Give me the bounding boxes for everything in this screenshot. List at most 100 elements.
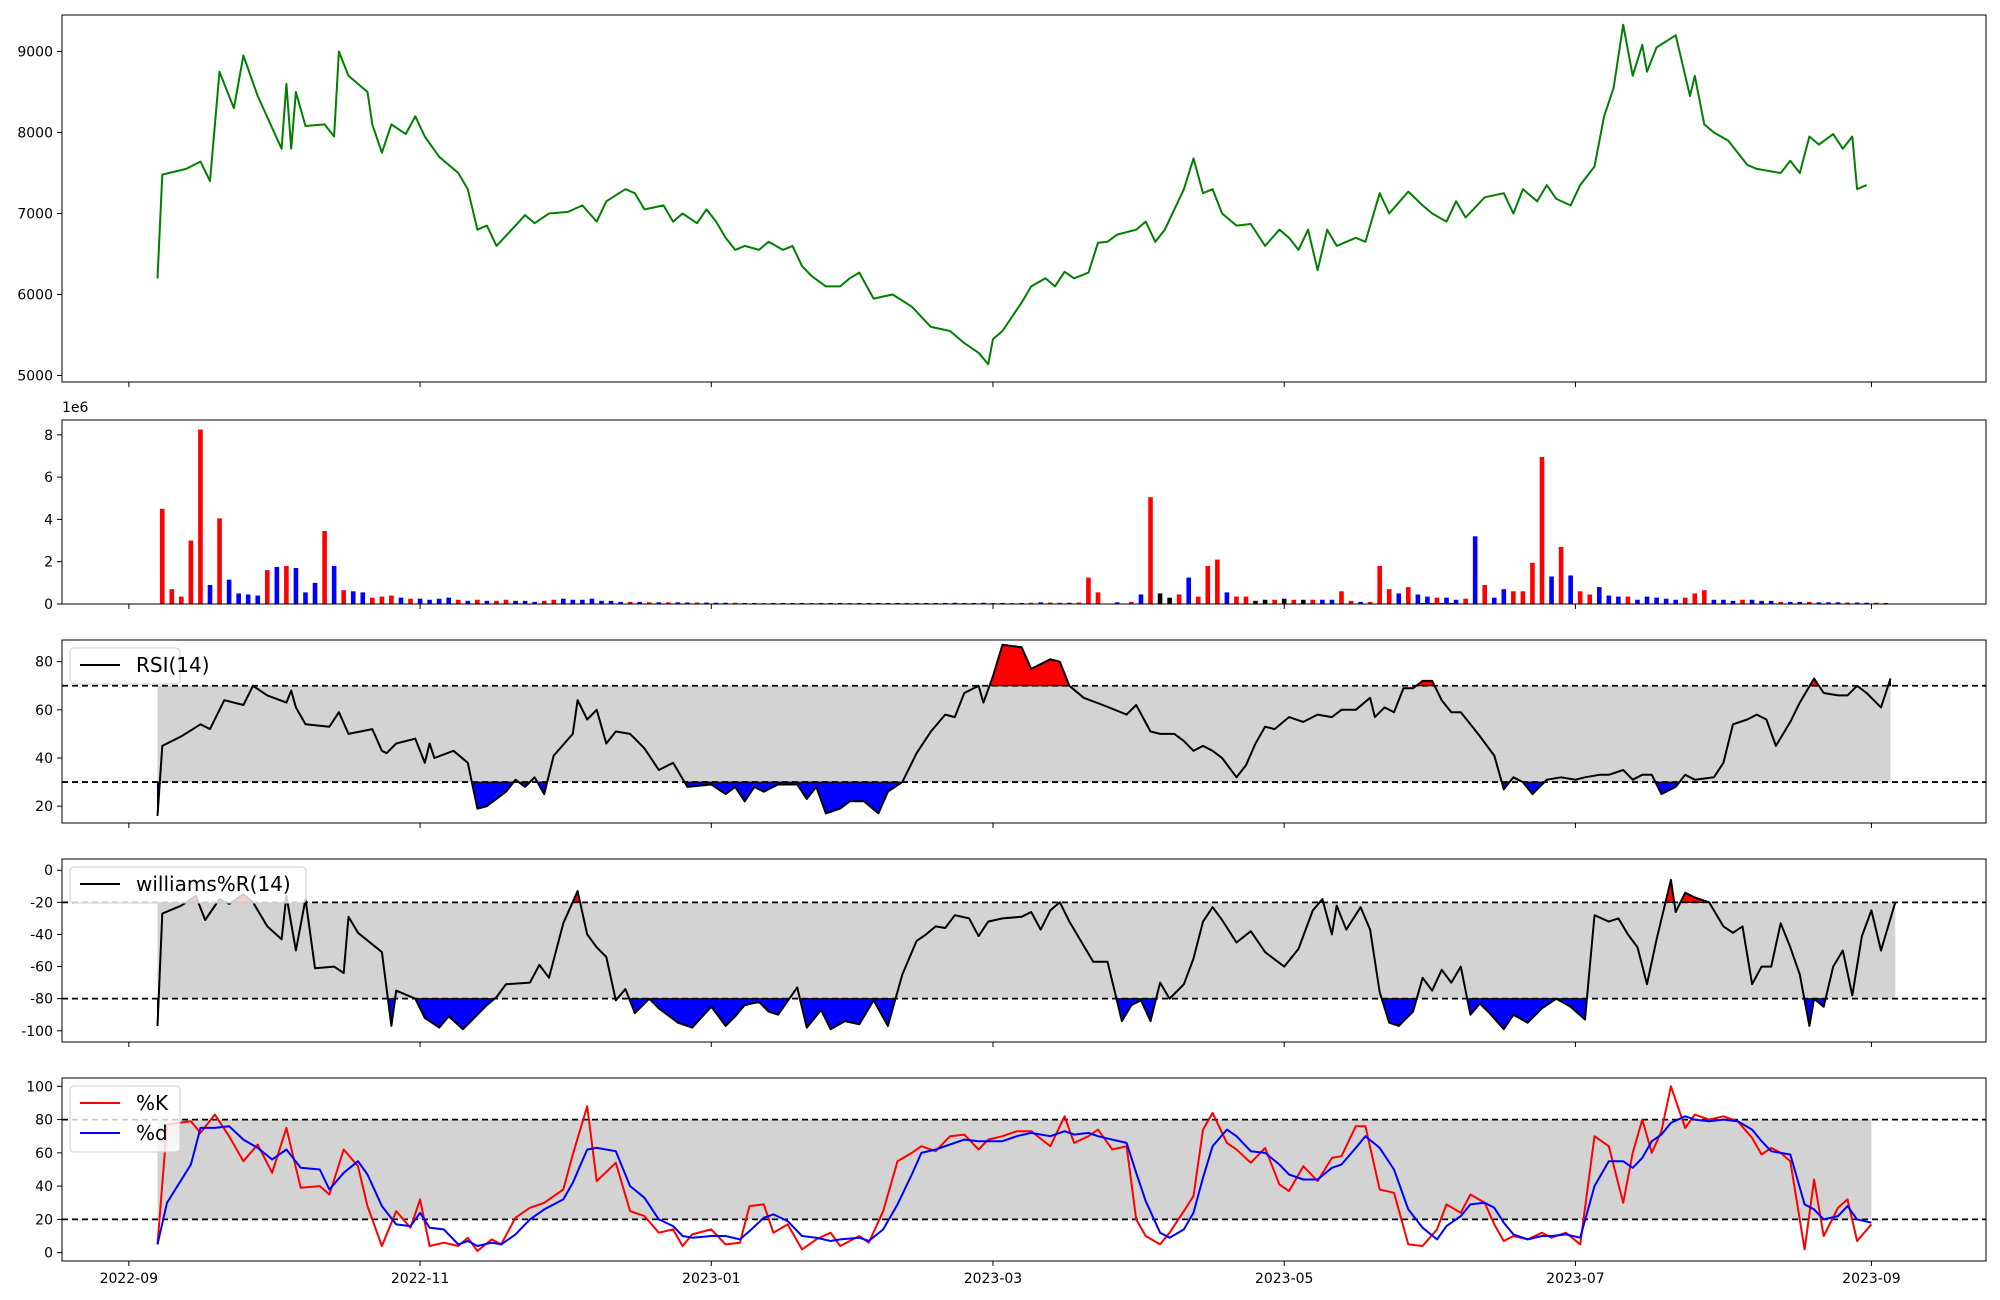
- volume-bar: [446, 597, 452, 604]
- volume-bar: [1329, 599, 1335, 604]
- volume-bar: [637, 601, 642, 604]
- volume-bar: [1740, 599, 1745, 604]
- volume-bar: [1577, 591, 1583, 604]
- volume-scale-label: 1e6: [62, 400, 89, 416]
- volume-bar: [1759, 600, 1764, 604]
- legend: williams%R(14): [69, 866, 307, 904]
- volume-bar: [1721, 599, 1726, 604]
- volume-bar: [1616, 596, 1621, 604]
- volume-bar: [312, 582, 318, 604]
- volume-bar: [923, 602, 929, 604]
- volume-bar: [1095, 592, 1101, 604]
- volume-bar: [398, 597, 404, 604]
- volume-bar: [876, 602, 881, 604]
- y-tick-label: 6000: [17, 288, 53, 304]
- volume-bar: [1000, 602, 1005, 604]
- volume-bar: [799, 602, 805, 604]
- volume-bar: [1067, 602, 1072, 604]
- volume-bar: [627, 601, 633, 604]
- legend-label: williams%R(14): [136, 872, 291, 896]
- volume-bar: [1797, 601, 1803, 604]
- y-tick-label: -20: [30, 895, 53, 911]
- volume-bar: [1501, 589, 1507, 604]
- volume-bar: [656, 602, 662, 604]
- volume-bar: [675, 602, 681, 604]
- volume-bar: [809, 602, 814, 604]
- volume-bar: [1883, 602, 1889, 604]
- volume-bar: [1253, 600, 1258, 604]
- x-tick-label: 2023-05: [1255, 1271, 1314, 1287]
- volume-bar: [541, 600, 547, 604]
- volume-bar: [1444, 597, 1449, 604]
- volume-bar: [1076, 602, 1082, 604]
- volume-bar: [1568, 575, 1573, 604]
- volume-bar: [942, 602, 948, 604]
- volume-bar: [1420, 602, 1425, 604]
- volume-bar: [379, 596, 385, 604]
- y-tick-label: 8000: [17, 125, 53, 141]
- volume-panel: 0 2 4 6 8 1e6: [44, 400, 1987, 613]
- volume-bar: [1176, 594, 1182, 604]
- volume-bar: [1730, 600, 1736, 604]
- volume-bar: [1625, 596, 1631, 604]
- volume-bar: [895, 602, 900, 604]
- volume-bar: [1854, 602, 1860, 604]
- volume-bar: [1367, 601, 1373, 604]
- volume-bar: [608, 600, 614, 604]
- y-tick-label: 40: [35, 1179, 53, 1195]
- volume-bar: [207, 584, 213, 604]
- volume-bar: [1195, 596, 1201, 604]
- volume-bar: [1129, 601, 1134, 604]
- volume-bar: [1768, 600, 1774, 604]
- volume-bar: [1654, 597, 1659, 604]
- volume-bar: [159, 508, 165, 604]
- volume-bar: [1019, 602, 1024, 604]
- volume-bar: [1463, 598, 1468, 604]
- volume-bar: [732, 602, 738, 604]
- legend-box: [69, 866, 307, 904]
- volume-bar: [904, 602, 910, 604]
- volume-bar: [1114, 602, 1120, 604]
- volume-bar: [866, 602, 872, 604]
- volume-bar: [522, 600, 528, 604]
- volume-bar: [179, 596, 184, 604]
- volume-bar: [1086, 577, 1091, 604]
- volume-bar: [646, 602, 652, 604]
- y-tick-label: -100: [21, 1024, 53, 1040]
- volume-bar: [370, 597, 375, 604]
- y-tick-label: 7000: [17, 206, 53, 222]
- y-tick-label: 20: [35, 799, 53, 815]
- plot-frame: [61, 1077, 1987, 1262]
- volume-bar: [436, 598, 442, 604]
- volume-bar: [1224, 592, 1230, 604]
- volume-bar: [981, 602, 986, 604]
- volume-bar: [408, 598, 413, 604]
- williams-r-panel: -100 -80 -60 -40 -20 0 williams%R(14): [21, 858, 1987, 1047]
- volume-bar: [1057, 602, 1063, 604]
- volume-bar: [1386, 589, 1392, 604]
- volume-bar: [1682, 597, 1688, 604]
- volume-bar: [1826, 602, 1831, 604]
- volume-bar: [1215, 559, 1220, 604]
- volume-bar: [1692, 593, 1698, 604]
- neutral-band: [157, 902, 1896, 999]
- y-tick-label: 20: [35, 1212, 53, 1228]
- volume-bar: [1873, 602, 1879, 604]
- y-tick-label: 0: [44, 597, 53, 613]
- volume-bar: [1138, 594, 1144, 604]
- volume-bar: [790, 602, 795, 604]
- volume-bar: [532, 601, 537, 604]
- volume-bar: [1186, 577, 1192, 604]
- volume-bar: [990, 602, 996, 604]
- volume-bar: [1148, 497, 1153, 604]
- y-tick-label: 80: [35, 1113, 53, 1129]
- oversold-fill: [648, 998, 791, 1029]
- volume-bar: [389, 595, 394, 604]
- volume-bar: [360, 592, 366, 604]
- volume-bar: [236, 593, 241, 604]
- volume-bar: [1243, 596, 1249, 604]
- volume-bar: [1644, 596, 1650, 604]
- volume-bar: [284, 565, 289, 604]
- volume-bar: [217, 518, 222, 604]
- volume-bar: [685, 602, 690, 604]
